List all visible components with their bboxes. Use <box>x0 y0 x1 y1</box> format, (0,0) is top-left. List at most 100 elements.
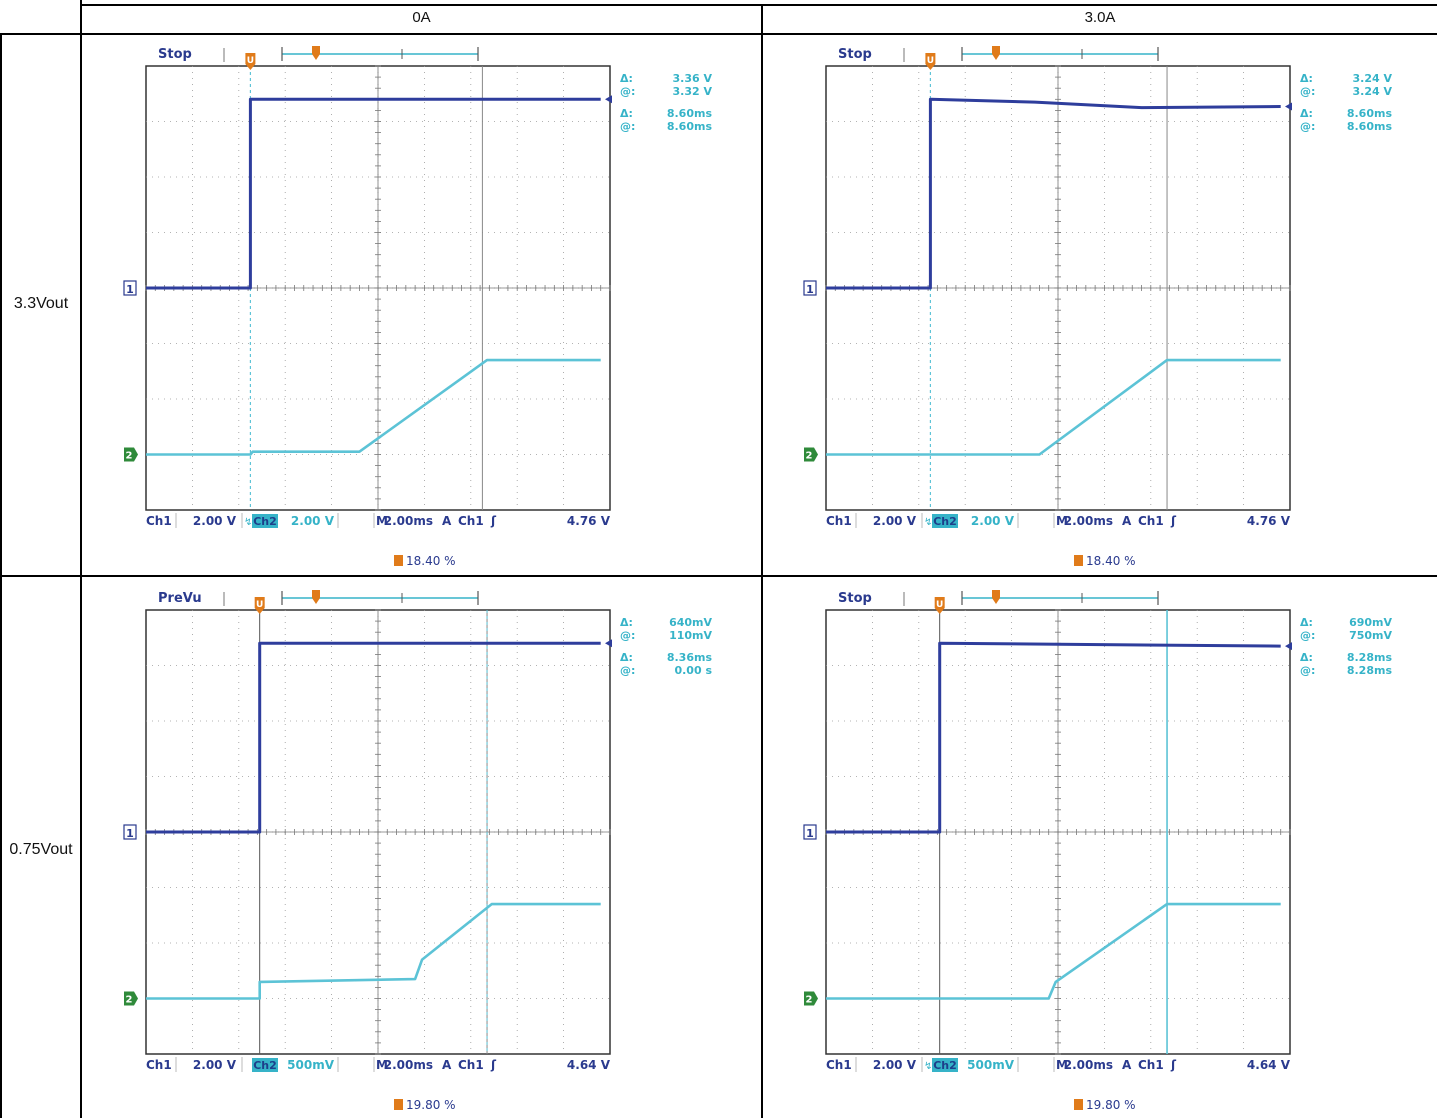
readout-symbol: @: <box>1300 629 1315 642</box>
scope-capture-0v75-0A: 1 2 U PreVu Δ: 640mV @: 110mV Δ: 8.36ms @: 0.00 s Ch… <box>123 590 712 1112</box>
ch1-marker-label: 1 <box>806 283 814 296</box>
ch2-marker-shape <box>124 447 138 462</box>
ch1-label: Ch1 <box>826 1058 852 1072</box>
trigger-position-icon <box>394 555 403 566</box>
row-header-3v3: 3.3Vout <box>13 295 69 312</box>
trigger-marker-icon <box>254 597 265 614</box>
acq-status: Stop <box>158 47 192 62</box>
table-rule-rowhead <box>80 0 82 1118</box>
ch2-label-bg <box>932 514 958 528</box>
readout-value: 3.36 V <box>673 72 713 85</box>
trigger-slope-icon: ʃ <box>1170 1058 1177 1072</box>
ch2-bw-icon: ↯ <box>244 517 252 528</box>
ch2-marker-label: 2 <box>126 995 133 1006</box>
readout-value: 640mV <box>669 616 712 629</box>
ch1-scale: 2.00 V <box>193 514 237 528</box>
trigger-marker-glyph: U <box>247 56 254 66</box>
ch1-ref-arrow <box>605 95 612 104</box>
table-rule-left <box>0 33 2 1118</box>
readout-symbol: Δ: <box>1300 107 1313 120</box>
ch2-label-bg <box>932 1058 958 1072</box>
row-header-0v75: 0.75Vout <box>9 841 73 858</box>
ch1-ref-arrow <box>1285 642 1292 651</box>
ch1-label: Ch1 <box>826 514 852 528</box>
readout-value: 8.28ms <box>1347 664 1393 677</box>
readout-symbol: Δ: <box>620 651 633 664</box>
trigger-level: 4.64 V <box>567 1058 611 1072</box>
acq-status: PreVu <box>158 591 202 606</box>
ch2-label: Ch2 <box>253 515 277 528</box>
ch2-marker-shape <box>124 991 138 1006</box>
readout-symbol: @: <box>1300 120 1315 133</box>
readout-symbol: Δ: <box>1300 616 1313 629</box>
readout-value: 8.28ms <box>1347 651 1393 664</box>
readout-value: 3.24 V <box>1353 85 1393 98</box>
ch2-marker-label: 2 <box>806 451 813 462</box>
ch2-scale: 2.00 V <box>971 514 1015 528</box>
ch1-trace <box>826 97 1281 290</box>
ch2-trace <box>826 358 1281 456</box>
trigger-slope-icon: ʃ <box>490 514 497 528</box>
ch1-scale: 2.00 V <box>873 1058 917 1072</box>
ch1-marker-label: 1 <box>126 283 134 296</box>
trigger-source: Ch1 <box>1138 514 1164 528</box>
ch1-marker-label: 1 <box>806 827 814 840</box>
trigger-marker-icon <box>245 53 256 70</box>
ch2-label: Ch2 <box>933 1059 957 1072</box>
ch2-marker-label: 2 <box>806 995 813 1006</box>
readout-symbol: Δ: <box>1300 72 1313 85</box>
trigger-marker-glyph: U <box>927 56 934 66</box>
readout-value: 3.32 V <box>673 85 713 98</box>
ch2-trace <box>826 902 1281 1000</box>
trigger-position: 18.40 % <box>1086 554 1136 568</box>
readout-symbol: @: <box>1300 664 1315 677</box>
table-rule-top <box>82 4 1437 6</box>
ch1-scale: 2.00 V <box>873 514 917 528</box>
trigger-position: 19.80 % <box>1086 1098 1136 1112</box>
ch2-scale: 2.00 V <box>291 514 335 528</box>
timebase-value: 2.00ms <box>1064 514 1113 528</box>
record-trigger-icon <box>312 590 320 604</box>
ch2-scale: 500mV <box>287 1058 335 1072</box>
ch2-marker-shape <box>804 447 818 462</box>
ch1-trace <box>146 97 601 290</box>
ch2-label-bg <box>252 1058 278 1072</box>
readout-symbol: Δ: <box>620 107 633 120</box>
trigger-source: Ch1 <box>1138 1058 1164 1072</box>
trigger-position-icon <box>1074 1099 1083 1110</box>
ch2-label: Ch2 <box>253 1059 277 1072</box>
readout-value: 750mV <box>1349 629 1392 642</box>
trigger-mode: A <box>442 1058 452 1072</box>
acq-status: Stop <box>838 591 872 606</box>
scope-capture-0v75-3A: 1 2 U Stop Δ: 690mV @: 750mV Δ: 8.28ms @: 8.28ms Ch1… <box>803 590 1393 1112</box>
timebase-prefix: M <box>1056 514 1068 528</box>
record-trigger-icon <box>992 46 1000 60</box>
column-header-3A: 3.0A <box>1084 9 1116 26</box>
ch2-scale: 500mV <box>967 1058 1015 1072</box>
ch1-ref-arrow <box>605 639 612 648</box>
table-rule-header <box>0 33 1437 35</box>
ch1-scale: 2.00 V <box>193 1058 237 1072</box>
readout-value: 690mV <box>1349 616 1392 629</box>
trigger-slope-icon: ʃ <box>490 1058 497 1072</box>
timebase-value: 2.00ms <box>384 1058 433 1072</box>
ch1-label: Ch1 <box>146 514 172 528</box>
trigger-marker-glyph: U <box>256 600 263 610</box>
trigger-slope-icon: ʃ <box>1170 514 1177 528</box>
trigger-mode: A <box>442 514 452 528</box>
trigger-mode: A <box>1122 1058 1132 1072</box>
readout-value: 8.60ms <box>667 107 713 120</box>
ch1-marker-box <box>803 280 817 296</box>
ch2-marker-label: 2 <box>126 451 133 462</box>
timebase-prefix: M <box>1056 1058 1068 1072</box>
ch2-trace <box>146 358 601 456</box>
acq-status: Stop <box>838 47 872 62</box>
ch2-bw-icon: ↯ <box>924 517 932 528</box>
ch2-label-bg <box>252 514 278 528</box>
readout-value: 0.00 s <box>674 664 712 677</box>
trigger-level: 4.64 V <box>1247 1058 1291 1072</box>
ch1-trace <box>826 641 1281 834</box>
trigger-position: 18.40 % <box>406 554 456 568</box>
trigger-mode: A <box>1122 514 1132 528</box>
